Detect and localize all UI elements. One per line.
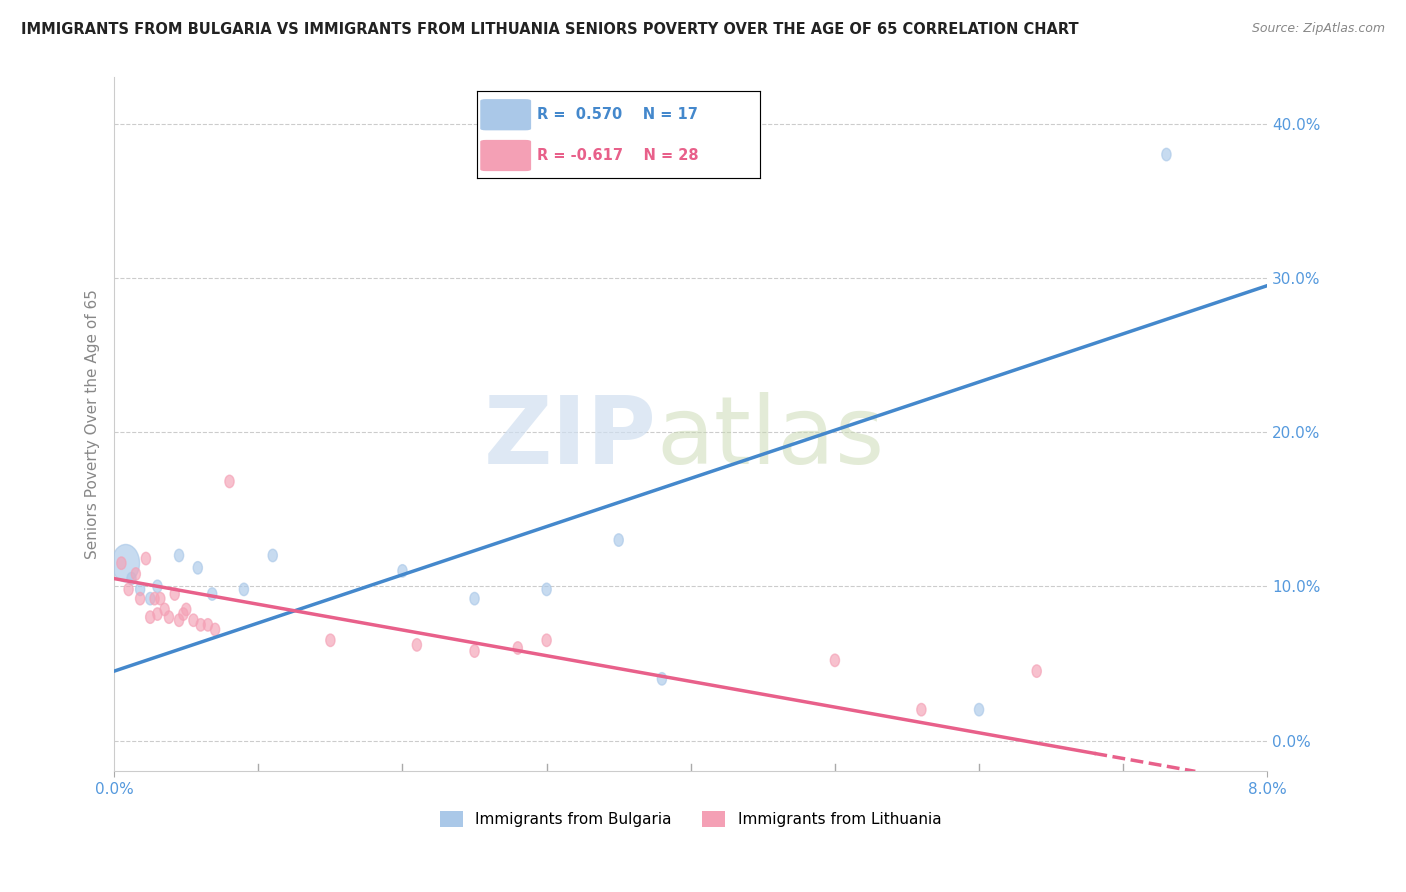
Ellipse shape: [412, 639, 422, 651]
Ellipse shape: [146, 611, 155, 624]
Ellipse shape: [153, 580, 162, 592]
Ellipse shape: [204, 619, 212, 632]
Ellipse shape: [513, 641, 523, 654]
Text: Source: ZipAtlas.com: Source: ZipAtlas.com: [1251, 22, 1385, 36]
Ellipse shape: [831, 654, 839, 666]
Ellipse shape: [193, 562, 202, 574]
Ellipse shape: [165, 611, 173, 624]
Ellipse shape: [135, 583, 145, 596]
Text: atlas: atlas: [657, 392, 884, 484]
Ellipse shape: [170, 588, 180, 600]
Ellipse shape: [225, 475, 235, 488]
Ellipse shape: [974, 704, 984, 716]
Ellipse shape: [127, 573, 136, 585]
Ellipse shape: [135, 592, 145, 605]
Ellipse shape: [614, 533, 623, 546]
Ellipse shape: [146, 592, 155, 605]
Ellipse shape: [541, 634, 551, 647]
Ellipse shape: [1161, 148, 1171, 161]
Ellipse shape: [326, 634, 335, 647]
Ellipse shape: [174, 549, 184, 562]
Ellipse shape: [112, 544, 139, 582]
Ellipse shape: [917, 704, 927, 716]
Ellipse shape: [269, 549, 277, 562]
Ellipse shape: [179, 607, 188, 620]
Ellipse shape: [658, 673, 666, 685]
Ellipse shape: [150, 592, 159, 605]
Ellipse shape: [141, 552, 150, 565]
Y-axis label: Seniors Poverty Over the Age of 65: Seniors Poverty Over the Age of 65: [86, 290, 100, 559]
Ellipse shape: [211, 624, 219, 636]
Ellipse shape: [1032, 665, 1042, 677]
Ellipse shape: [174, 614, 184, 626]
Ellipse shape: [470, 645, 479, 657]
Ellipse shape: [117, 557, 127, 569]
Ellipse shape: [470, 592, 479, 605]
Ellipse shape: [160, 603, 169, 615]
Ellipse shape: [541, 583, 551, 596]
Ellipse shape: [239, 583, 249, 596]
Ellipse shape: [195, 619, 205, 632]
Text: IMMIGRANTS FROM BULGARIA VS IMMIGRANTS FROM LITHUANIA SENIORS POVERTY OVER THE A: IMMIGRANTS FROM BULGARIA VS IMMIGRANTS F…: [21, 22, 1078, 37]
Ellipse shape: [124, 583, 134, 596]
Ellipse shape: [181, 603, 191, 615]
Ellipse shape: [153, 607, 162, 620]
Ellipse shape: [398, 565, 408, 577]
Ellipse shape: [131, 567, 141, 580]
Ellipse shape: [188, 614, 198, 626]
Legend: Immigrants from Bulgaria, Immigrants from Lithuania: Immigrants from Bulgaria, Immigrants fro…: [434, 805, 948, 833]
Ellipse shape: [208, 588, 217, 600]
Text: ZIP: ZIP: [484, 392, 657, 484]
Ellipse shape: [156, 592, 165, 605]
